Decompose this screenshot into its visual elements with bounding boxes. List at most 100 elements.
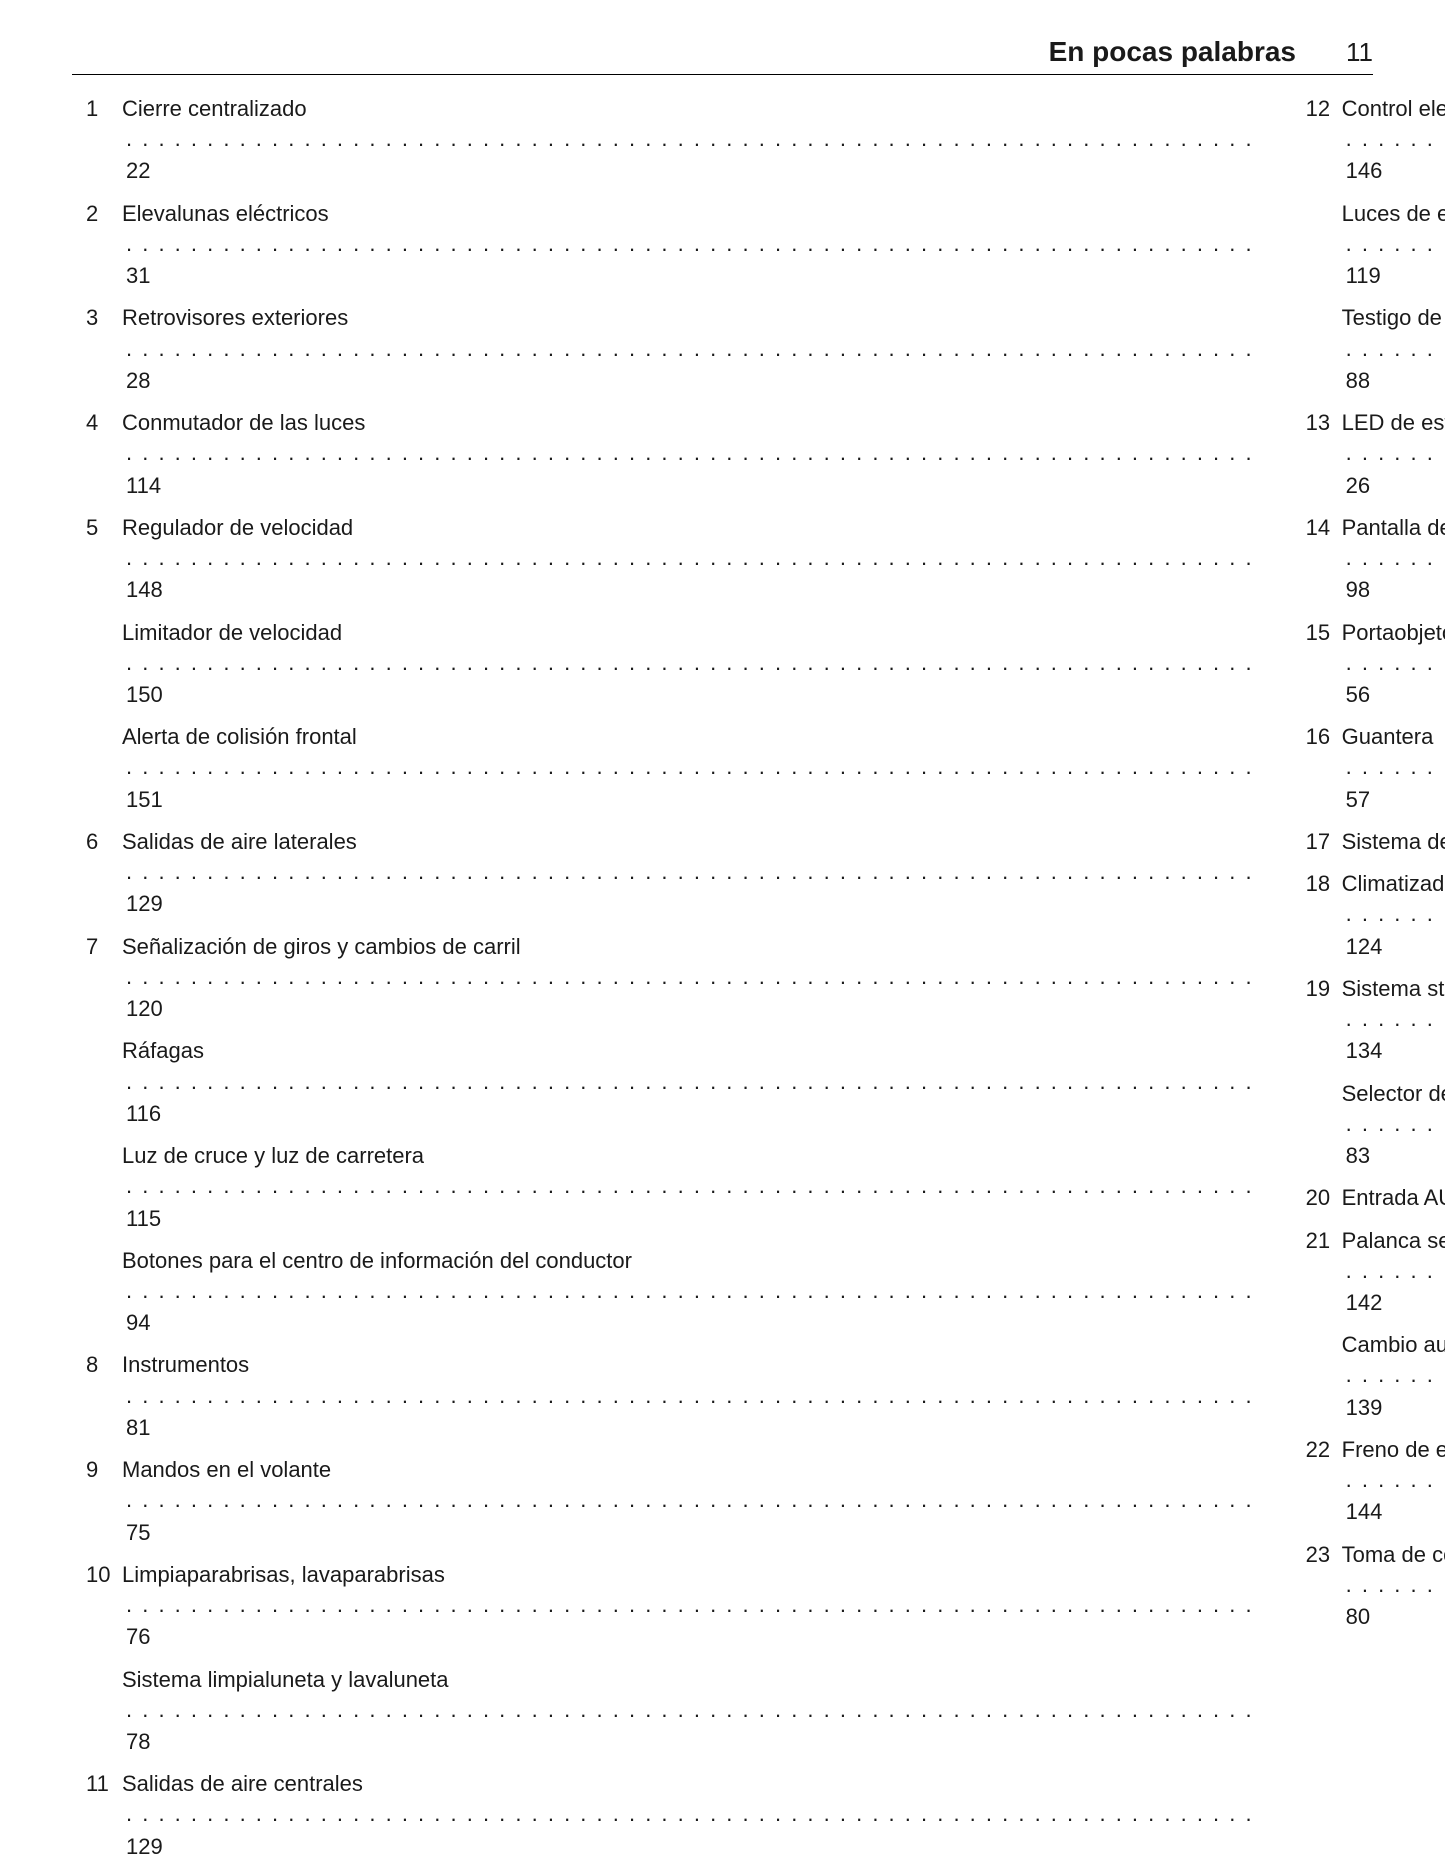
toc-row: 18Climatizador automático. . . . . . . .… <box>1306 868 1445 962</box>
toc-entry-page: 142 <box>1342 1287 1383 1318</box>
toc-group: 23Toma de corriente. . . . . . . . . . .… <box>1306 1539 1445 1633</box>
toc-leader-dots: . . . . . . . . . . . . . . . . . . . . … <box>122 1380 1258 1411</box>
toc-leader-dots: . . . . . . . . . . . . . . . . . . . . … <box>122 1066 1258 1097</box>
toc-entry-label: Ráfagas <box>122 1035 204 1066</box>
toc-group: 10Limpiaparabrisas, lavaparabrisas. . . … <box>86 1559 1258 1757</box>
toc-group: 19Sistema stop-start. . . . . . . . . . … <box>1306 973 1445 1171</box>
toc-group: 13LED de estado del sistema de alarma an… <box>1306 407 1445 501</box>
toc-leader-dots: . . . . . . . . . . . . . . . . . . . . … <box>122 1694 1258 1725</box>
toc-entry-number: 17 <box>1306 826 1342 857</box>
toc-entry-number: 19 <box>1306 973 1342 1004</box>
toc-leader-dots: . . . . . . . . . . . . . . . . . . . . … <box>1342 1359 1445 1390</box>
toc-group: 4Conmutador de las luces. . . . . . . . … <box>86 407 1258 501</box>
toc-leader-dots: . . . . . . . . . . . . . . . . . . . . … <box>1342 228 1445 259</box>
toc-entry-page: 129 <box>122 1831 163 1862</box>
toc-entry-label: Regulador de velocidad <box>122 512 353 543</box>
toc-row: 20Entrada AUX, entrada USB, ranura para … <box>1306 1182 1445 1213</box>
toc-subentry: Cambio automático. . . . . . . . . . . .… <box>1342 1329 1445 1423</box>
toc-group: 3Retrovisores exteriores. . . . . . . . … <box>86 302 1258 396</box>
toc-row: 10Limpiaparabrisas, lavaparabrisas. . . … <box>86 1559 1258 1653</box>
toc-entry-label: Cierre centralizado <box>122 93 307 124</box>
toc-row: 3Retrovisores exteriores. . . . . . . . … <box>86 302 1258 396</box>
toc-column-1: 1Cierre centralizado. . . . . . . . . . … <box>72 93 1280 913</box>
toc-column-2: 12Control electrónico de estabilidad (ES… <box>1284 93 1445 913</box>
toc-entry-page: 80 <box>1342 1601 1370 1632</box>
page: En pocas palabras 11 1Cierre centralizad… <box>0 0 1445 965</box>
toc-leader-dots: . . . . . . . . . . . . . . . . . . . . … <box>122 1170 1258 1201</box>
toc-entry-number: 18 <box>1306 868 1342 899</box>
toc-entry-number: 13 <box>1306 407 1342 438</box>
toc-entry-label: Toma de corriente <box>1342 1539 1445 1570</box>
toc-entry-label: Luces de emergencia <box>1342 198 1445 229</box>
toc-entry-number: 21 <box>1306 1225 1342 1256</box>
toc-row: 1Cierre centralizado. . . . . . . . . . … <box>86 93 1258 187</box>
toc-group: 9Mandos en el volante. . . . . . . . . .… <box>86 1454 1258 1548</box>
toc-entry-label: Cambio automático <box>1342 1329 1445 1360</box>
toc-entry-page: 31 <box>122 260 150 291</box>
page-header: En pocas palabras 11 <box>72 36 1373 75</box>
toc-entry-label: Sistema de infoentretenimiento <box>1342 826 1445 857</box>
toc-columns: 1Cierre centralizado. . . . . . . . . . … <box>72 93 1373 913</box>
toc-subentry: Sistema limpialuneta y lavaluneta. . . .… <box>122 1664 1258 1758</box>
toc-leader-dots: . . . . . . . . . . . . . . . . . . . . … <box>1342 542 1445 573</box>
toc-entry-number: 23 <box>1306 1539 1342 1570</box>
toc-group: 5Regulador de velocidad . . . . . . . . .… <box>86 512 1258 815</box>
toc-entry-label: Climatizador automático <box>1342 868 1445 899</box>
toc-leader-dots: . . . . . . . . . . . . . . . . . . . . … <box>122 1275 1258 1306</box>
toc-group: 18Climatizador automático. . . . . . . .… <box>1306 868 1445 962</box>
toc-entry-page: 146 <box>1342 155 1383 186</box>
toc-row: 12Control electrónico de estabilidad (ES… <box>1306 93 1445 187</box>
toc-row: 7Señalización de giros y cambios de carr… <box>86 931 1258 1025</box>
toc-entry-page: 114 <box>122 470 161 501</box>
toc-group: 8Instrumentos. . . . . . . . . . . . . .… <box>86 1349 1258 1443</box>
toc-entry-label: Instrumentos <box>122 1349 249 1380</box>
toc-entry-number: 8 <box>86 1349 122 1380</box>
toc-entry-label: LED de estado del sistema de alarma anti… <box>1342 407 1445 438</box>
toc-leader-dots: . . . . . . . . . . . . . . . . . . . . … <box>122 228 1258 259</box>
toc-entry-number: 4 <box>86 407 122 438</box>
toc-leader-dots: . . . . . . . . . . . . . . . . . . . . … <box>1342 1464 1445 1495</box>
toc-entry-number: 14 <box>1306 512 1342 543</box>
toc-subentry: Limitador de velocidad. . . . . . . . . … <box>122 617 1258 711</box>
toc-entry-page: 150 <box>122 679 163 710</box>
toc-leader-dots: . . . . . . . . . . . . . . . . . . . . … <box>122 437 1258 468</box>
toc-row: 4Conmutador de las luces. . . . . . . . … <box>86 407 1258 501</box>
toc-entry-page: 116 <box>122 1098 161 1129</box>
toc-entry-page: 151 <box>122 784 163 815</box>
toc-entry-number: 5 <box>86 512 122 543</box>
toc-group: 22Freno de estacionamiento. . . . . . . … <box>1306 1434 1445 1528</box>
toc-row: 8Instrumentos. . . . . . . . . . . . . .… <box>86 1349 1258 1443</box>
toc-subentry: Testigo de control de desactivación del … <box>1342 302 1445 396</box>
toc-entry-label: Sistema limpialuneta y lavaluneta <box>122 1664 449 1695</box>
toc-entry-page: 120 <box>122 993 163 1024</box>
toc-entry-number: 3 <box>86 302 122 333</box>
toc-row: 14Pantalla de información. . . . . . . .… <box>1306 512 1445 606</box>
toc-entry-number: 15 <box>1306 617 1342 648</box>
toc-entry-number: 11 <box>86 1768 122 1799</box>
toc-leader-dots: . . . . . . . . . . . . . . . . . . . . … <box>122 647 1258 678</box>
toc-entry-page: 78 <box>122 1726 150 1757</box>
toc-entry-number: 22 <box>1306 1434 1342 1465</box>
toc-entry-label: Limitador de velocidad <box>122 617 342 648</box>
toc-entry-page: 144 <box>1342 1496 1383 1527</box>
toc-leader-dots: . . . . . . . . . . . . . . . . . . . . … <box>122 1798 1258 1829</box>
toc-row: 5Regulador de velocidad. . . . . . . . .… <box>86 512 1258 606</box>
toc-entry-number: 2 <box>86 198 122 229</box>
toc-entry-label: Alerta de colisión frontal <box>122 721 357 752</box>
toc-entry-page: 83 <box>1342 1140 1370 1171</box>
toc-group: 2Elevalunas eléctricos. . . . . . . . . … <box>86 198 1258 292</box>
toc-row: 22Freno de estacionamiento. . . . . . . … <box>1306 1434 1445 1528</box>
toc-row: 15Portaobjetos en el tablero de instrume… <box>1306 617 1445 711</box>
toc-entry-label: Palanca selectora, cambio manual <box>1342 1225 1445 1256</box>
toc-entry-page: 26 <box>1342 470 1370 501</box>
toc-entry-label: Limpiaparabrisas, lavaparabrisas <box>122 1559 445 1590</box>
toc-entry-number: 20 <box>1306 1182 1342 1213</box>
toc-group: 11Salidas de aire centrales. . . . . . .… <box>86 1768 1258 1862</box>
toc-group: 17Sistema de infoentretenimiento <box>1306 826 1445 857</box>
toc-entry-label: Testigo de control de desactivación del … <box>1342 302 1445 333</box>
toc-entry-page: 57 <box>1342 784 1370 815</box>
toc-entry-label: Pantalla de información <box>1342 512 1445 543</box>
toc-group: 1Cierre centralizado. . . . . . . . . . … <box>86 93 1258 187</box>
toc-leader-dots: . . . . . . . . . . . . . . . . . . . . … <box>122 123 1258 154</box>
toc-entry-label: Control electrónico de estabilidad (ESC) <box>1342 93 1445 124</box>
